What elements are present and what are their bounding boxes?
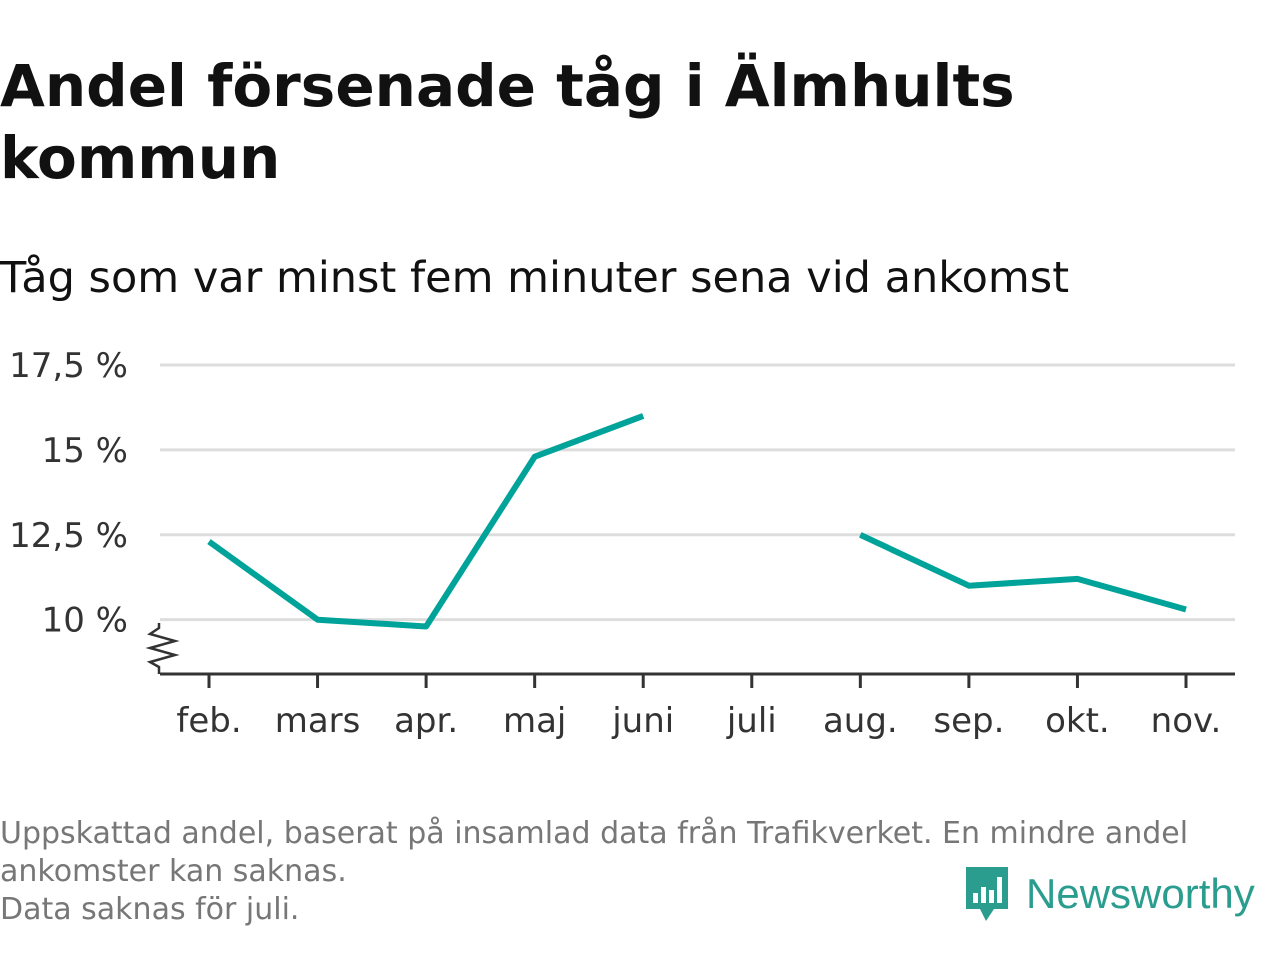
x-tick-label: mars (275, 701, 361, 741)
series-lines (207, 413, 1187, 630)
series-line (859, 532, 1187, 613)
bar-chart-speech-bubble-icon (966, 867, 1008, 921)
footnote-line: ankomster kan saknas. (0, 854, 347, 889)
x-tick-label: maj (503, 701, 566, 741)
x-tick-label: nov. (1151, 701, 1222, 741)
x-tick-label: juli (726, 701, 777, 741)
x-tick-label: okt. (1045, 701, 1110, 741)
x-tick-label: juni (611, 701, 674, 741)
x-axis-labels: feb. mars apr. maj juni juli aug. sep. okt. nov. (176, 701, 1221, 741)
x-tick-label: sep. (933, 701, 1004, 741)
footnote-line: Uppskattad andel, baserat på insamlad da… (0, 816, 1189, 851)
x-axis (145, 623, 1235, 688)
chart-subtitle: Tåg som var minst fem minuter sena vid a… (0, 253, 1070, 303)
brand-name: Newsworthy (1026, 870, 1255, 917)
footnote: Uppskattad andel, baserat på insamlad da… (0, 815, 1270, 929)
y-axis-labels: 10 % 12,5 % 15 % 17,5 % (9, 346, 128, 641)
x-tick-label: aug. (823, 701, 898, 741)
y-tick-label: 12,5 % (9, 516, 128, 556)
y-tick-label: 17,5 % (9, 346, 128, 386)
series-line (207, 413, 645, 630)
gridlines (160, 363, 1235, 622)
chart-title: Andel försenade tåg i Älmhults kommun (0, 52, 1015, 192)
x-tick-label: feb. (176, 701, 241, 741)
y-tick-label: 10 % (42, 601, 128, 641)
y-tick-label: 15 % (42, 431, 128, 471)
line-chart: 10 % 12,5 % 15 % 17,5 % feb. mars apr. maj juni… (9, 346, 1235, 741)
brand-logo: Newsworthy (962, 862, 1255, 926)
zigzag-axis-break-icon (145, 623, 180, 674)
x-tick-label: apr. (394, 701, 458, 741)
footnote-line: Data saknas för juli. (0, 892, 300, 927)
